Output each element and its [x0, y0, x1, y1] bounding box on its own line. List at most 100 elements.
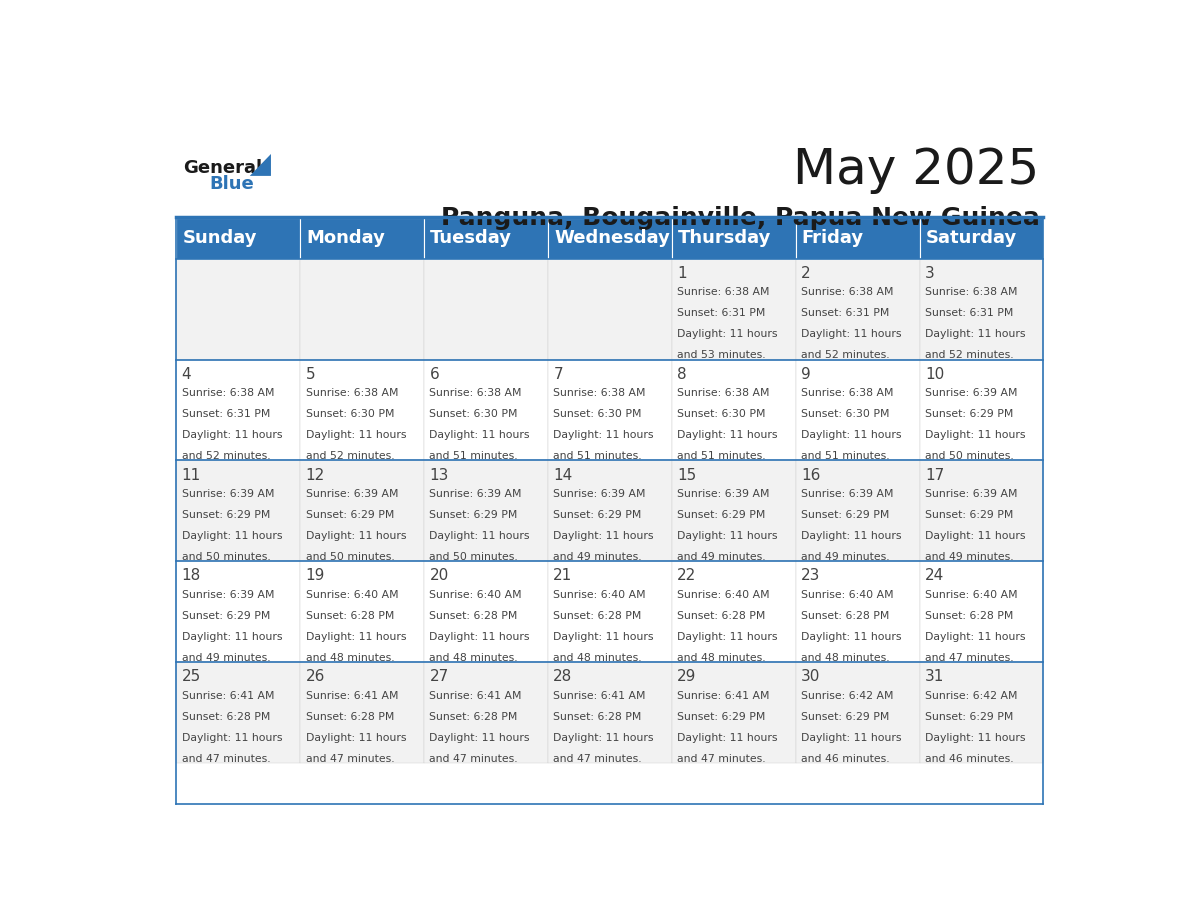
FancyBboxPatch shape: [671, 218, 796, 259]
Text: 3: 3: [925, 265, 935, 281]
Text: Daylight: 11 hours: Daylight: 11 hours: [925, 633, 1025, 642]
Text: 12: 12: [305, 467, 324, 483]
Text: Sunrise: 6:39 AM: Sunrise: 6:39 AM: [429, 488, 522, 498]
Text: 24: 24: [925, 568, 944, 584]
Text: 27: 27: [429, 669, 449, 685]
FancyBboxPatch shape: [671, 562, 796, 663]
Text: and 50 minutes.: and 50 minutes.: [305, 553, 394, 563]
Text: and 49 minutes.: and 49 minutes.: [801, 553, 890, 563]
Text: Sunrise: 6:38 AM: Sunrise: 6:38 AM: [801, 286, 893, 297]
Text: 5: 5: [305, 366, 315, 382]
Text: and 48 minutes.: and 48 minutes.: [305, 654, 394, 664]
Text: 10: 10: [925, 366, 944, 382]
Text: Sunrise: 6:41 AM: Sunrise: 6:41 AM: [305, 690, 398, 700]
Text: 8: 8: [677, 366, 687, 382]
Text: Sunset: 6:29 PM: Sunset: 6:29 PM: [182, 510, 270, 520]
Text: and 52 minutes.: and 52 minutes.: [182, 452, 271, 462]
Text: Blue: Blue: [209, 174, 254, 193]
FancyBboxPatch shape: [796, 218, 920, 259]
Text: and 47 minutes.: and 47 minutes.: [429, 755, 518, 765]
Text: Sunset: 6:30 PM: Sunset: 6:30 PM: [554, 409, 642, 419]
Text: Sunset: 6:28 PM: Sunset: 6:28 PM: [554, 610, 642, 621]
Text: Sunrise: 6:41 AM: Sunrise: 6:41 AM: [677, 690, 770, 700]
Text: Daylight: 11 hours: Daylight: 11 hours: [554, 431, 653, 441]
Text: and 46 minutes.: and 46 minutes.: [925, 755, 1013, 765]
Text: Sunset: 6:29 PM: Sunset: 6:29 PM: [305, 510, 394, 520]
Text: Sunset: 6:31 PM: Sunset: 6:31 PM: [801, 308, 890, 318]
Text: 1: 1: [677, 265, 687, 281]
Text: Sunset: 6:28 PM: Sunset: 6:28 PM: [801, 610, 890, 621]
FancyBboxPatch shape: [424, 218, 548, 259]
FancyBboxPatch shape: [796, 360, 920, 461]
Text: Sunrise: 6:41 AM: Sunrise: 6:41 AM: [554, 690, 646, 700]
Text: Daylight: 11 hours: Daylight: 11 hours: [801, 733, 902, 743]
Text: Sunset: 6:29 PM: Sunset: 6:29 PM: [801, 711, 890, 722]
Text: 14: 14: [554, 467, 573, 483]
Text: Sunset: 6:28 PM: Sunset: 6:28 PM: [305, 711, 394, 722]
Text: Sunrise: 6:40 AM: Sunrise: 6:40 AM: [677, 589, 770, 599]
Text: 7: 7: [554, 366, 563, 382]
Text: Sunday: Sunday: [182, 230, 257, 247]
Text: 9: 9: [801, 366, 811, 382]
Text: and 51 minutes.: and 51 minutes.: [429, 452, 518, 462]
FancyBboxPatch shape: [671, 663, 796, 763]
Text: Sunrise: 6:39 AM: Sunrise: 6:39 AM: [925, 387, 1018, 397]
Text: Sunrise: 6:40 AM: Sunrise: 6:40 AM: [801, 589, 893, 599]
Text: 22: 22: [677, 568, 696, 584]
FancyBboxPatch shape: [176, 663, 301, 763]
Text: Sunrise: 6:38 AM: Sunrise: 6:38 AM: [677, 286, 770, 297]
FancyBboxPatch shape: [424, 562, 548, 663]
FancyBboxPatch shape: [796, 562, 920, 663]
FancyBboxPatch shape: [920, 218, 1043, 259]
FancyBboxPatch shape: [671, 259, 796, 360]
Text: Daylight: 11 hours: Daylight: 11 hours: [305, 431, 406, 441]
Text: Daylight: 11 hours: Daylight: 11 hours: [801, 330, 902, 340]
FancyBboxPatch shape: [176, 259, 301, 360]
Text: Sunset: 6:28 PM: Sunset: 6:28 PM: [554, 711, 642, 722]
Text: Sunrise: 6:40 AM: Sunrise: 6:40 AM: [429, 589, 522, 599]
Text: Sunrise: 6:38 AM: Sunrise: 6:38 AM: [305, 387, 398, 397]
Text: Sunrise: 6:39 AM: Sunrise: 6:39 AM: [554, 488, 646, 498]
Polygon shape: [249, 154, 271, 176]
FancyBboxPatch shape: [176, 360, 301, 461]
Text: Sunrise: 6:38 AM: Sunrise: 6:38 AM: [801, 387, 893, 397]
Text: and 48 minutes.: and 48 minutes.: [429, 654, 518, 664]
Text: Daylight: 11 hours: Daylight: 11 hours: [677, 431, 778, 441]
FancyBboxPatch shape: [548, 259, 671, 360]
Text: and 51 minutes.: and 51 minutes.: [677, 452, 766, 462]
FancyBboxPatch shape: [548, 461, 671, 562]
FancyBboxPatch shape: [301, 562, 424, 663]
Text: Daylight: 11 hours: Daylight: 11 hours: [925, 431, 1025, 441]
Text: Daylight: 11 hours: Daylight: 11 hours: [429, 532, 530, 542]
Text: Daylight: 11 hours: Daylight: 11 hours: [554, 633, 653, 642]
Text: Sunrise: 6:39 AM: Sunrise: 6:39 AM: [677, 488, 770, 498]
Text: 30: 30: [801, 669, 821, 685]
Text: Daylight: 11 hours: Daylight: 11 hours: [182, 633, 282, 642]
Text: and 48 minutes.: and 48 minutes.: [801, 654, 890, 664]
Text: Daylight: 11 hours: Daylight: 11 hours: [925, 733, 1025, 743]
Text: Daylight: 11 hours: Daylight: 11 hours: [182, 431, 282, 441]
Text: Sunset: 6:28 PM: Sunset: 6:28 PM: [677, 610, 765, 621]
Text: Sunrise: 6:39 AM: Sunrise: 6:39 AM: [305, 488, 398, 498]
Text: Sunrise: 6:41 AM: Sunrise: 6:41 AM: [182, 690, 274, 700]
Text: Sunrise: 6:38 AM: Sunrise: 6:38 AM: [677, 387, 770, 397]
FancyBboxPatch shape: [301, 218, 424, 259]
Text: 21: 21: [554, 568, 573, 584]
Text: Monday: Monday: [307, 230, 385, 247]
Text: Sunrise: 6:39 AM: Sunrise: 6:39 AM: [925, 488, 1018, 498]
Text: and 48 minutes.: and 48 minutes.: [554, 654, 642, 664]
Text: Sunset: 6:29 PM: Sunset: 6:29 PM: [925, 711, 1013, 722]
Text: Daylight: 11 hours: Daylight: 11 hours: [925, 330, 1025, 340]
Text: 6: 6: [429, 366, 440, 382]
Text: and 53 minutes.: and 53 minutes.: [677, 351, 766, 361]
Text: and 49 minutes.: and 49 minutes.: [554, 553, 642, 563]
Text: Daylight: 11 hours: Daylight: 11 hours: [677, 330, 778, 340]
Text: and 46 minutes.: and 46 minutes.: [801, 755, 890, 765]
FancyBboxPatch shape: [796, 663, 920, 763]
Text: Sunset: 6:30 PM: Sunset: 6:30 PM: [429, 409, 518, 419]
Text: Daylight: 11 hours: Daylight: 11 hours: [677, 532, 778, 542]
Text: Sunset: 6:29 PM: Sunset: 6:29 PM: [925, 510, 1013, 520]
Text: Sunset: 6:28 PM: Sunset: 6:28 PM: [429, 610, 518, 621]
Text: Sunrise: 6:40 AM: Sunrise: 6:40 AM: [925, 589, 1018, 599]
FancyBboxPatch shape: [301, 259, 424, 360]
